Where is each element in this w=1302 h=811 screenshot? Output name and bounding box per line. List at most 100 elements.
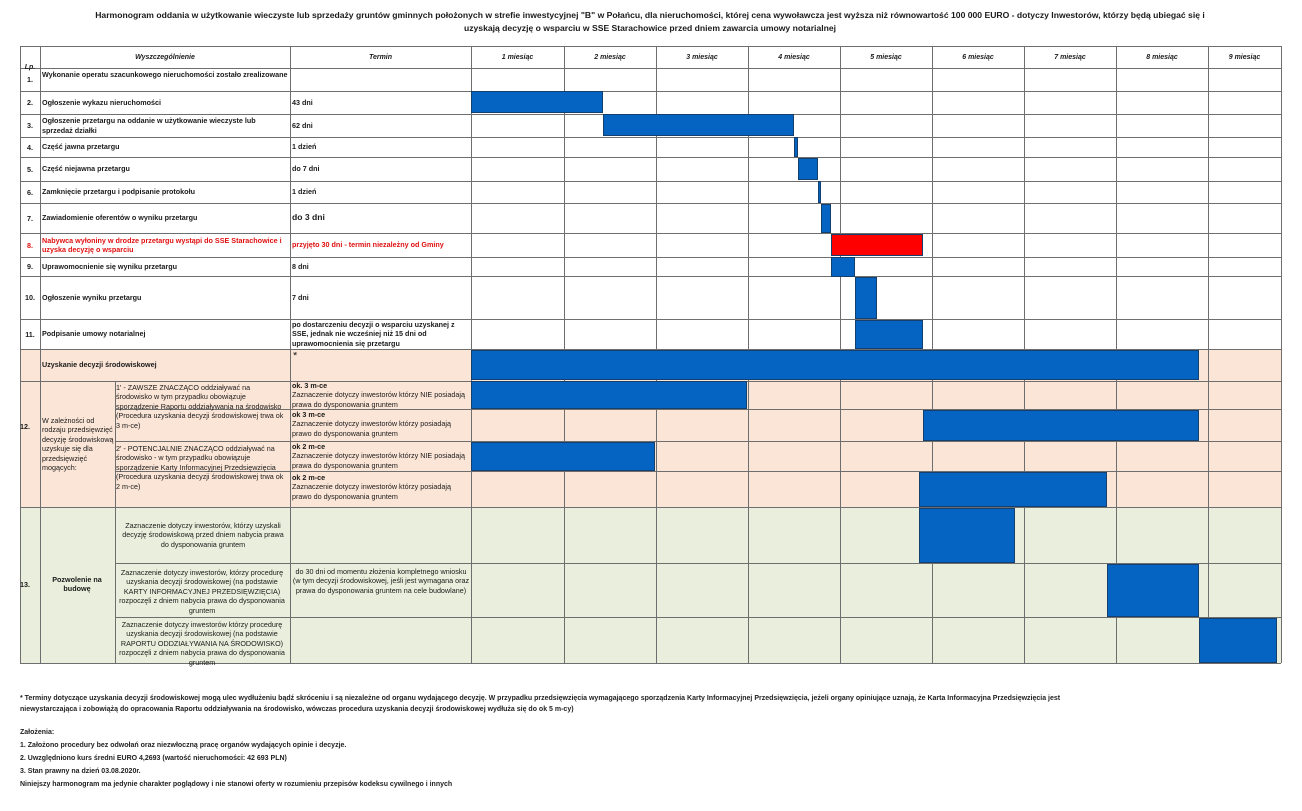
assumption-1: 1. Założono procedury bez odwołań oraz n… bbox=[20, 742, 347, 749]
assumption-2: 2. Uwzględniono kurs średni EURO 4,2693 … bbox=[20, 755, 287, 762]
grid-row-line bbox=[20, 507, 1281, 508]
row12-lp: 12. bbox=[20, 422, 30, 431]
assumptions-title: Założenia: bbox=[20, 729, 55, 736]
row-name: Uprawomocnienie się wyniku przetargu bbox=[42, 261, 177, 271]
grid-row-line bbox=[20, 137, 1281, 138]
row13-term: do 30 dni od momentu złożenia kompletneg… bbox=[292, 567, 470, 595]
row13-title: Pozwolenie na budowę bbox=[52, 575, 102, 594]
row-term: do 7 dni bbox=[292, 164, 320, 174]
grid-row-line bbox=[115, 441, 1281, 442]
month-header-2: 2 miesiąc bbox=[594, 54, 626, 61]
row-lp: 9. bbox=[27, 262, 33, 271]
bar-row-7 bbox=[821, 204, 831, 233]
row-term: 1 dzień bbox=[292, 187, 317, 197]
row-lp: 10. bbox=[25, 293, 35, 302]
grid-col-sub-13 bbox=[115, 507, 116, 663]
grid-col-month bbox=[1281, 46, 1282, 663]
grid-row-line bbox=[20, 663, 1281, 664]
grid-row-line bbox=[115, 471, 1281, 472]
row-name: Podpisanie umowy notarialnej bbox=[42, 329, 146, 339]
grid-row-line bbox=[115, 409, 1281, 410]
row-term: przyjęto 30 dni - termin niezależny od G… bbox=[292, 240, 444, 250]
row12-term-2a: ok 2 m-ce Zaznaczenie dotyczy inwestorów … bbox=[292, 442, 465, 470]
grid-row-line bbox=[20, 181, 1281, 182]
bar-row-12 bbox=[471, 350, 1199, 380]
header-lp: Lp. bbox=[24, 64, 36, 71]
row-lp: 3. bbox=[27, 121, 33, 130]
row12-term-1a: ok. 3 m-ce Zaznaczenie dotyczy inwestorów… bbox=[292, 381, 465, 409]
permit-section-bg bbox=[20, 507, 1281, 663]
month-header-7: 7 miesiąc bbox=[1054, 54, 1086, 61]
bar-row-6 bbox=[818, 181, 821, 203]
grid-header-bottom bbox=[20, 68, 1281, 69]
row13-sub-2: Zaznaczenie dotyczy inwestorów, którzy p… bbox=[119, 568, 285, 615]
bar-row-2 bbox=[471, 91, 603, 113]
month-header-3: 3 miesiąc bbox=[686, 54, 718, 61]
row12-title: Uzyskanie decyzji środowiskowej bbox=[42, 360, 157, 369]
bar-row-12-opt2b bbox=[919, 472, 1107, 507]
grid-row-line bbox=[20, 276, 1281, 277]
header-wyszczegolnienie: Wyszczególnienie bbox=[135, 54, 195, 61]
title-line-1: Harmonogram oddania w użytkowanie wieczy… bbox=[95, 10, 1205, 20]
row12-option-1: 1' - ZAWSZE ZNACZĄCO oddziaływać na środ… bbox=[116, 383, 284, 430]
bar-row-12-opt1a bbox=[471, 381, 747, 409]
month-header-1: 1 miesiąc bbox=[501, 54, 534, 61]
row12-side-text: W zależności od rodzaju przedsięwzięć de… bbox=[42, 416, 114, 473]
row12-option-2: 2' - POTENCJALNIE ZNACZĄCO oddziaływać n… bbox=[116, 444, 284, 491]
grid-row-line bbox=[20, 257, 1281, 258]
row13-sub-3: Zaznaczenie dotyczy inwestorów którzy pr… bbox=[119, 620, 285, 667]
bar-row-13-sub3 bbox=[1199, 618, 1277, 663]
row-lp: 1. bbox=[27, 75, 33, 84]
assumption-3: 3. Stan prawny na dzień 03.08.2020r. bbox=[20, 768, 141, 775]
row-name: Część jawna przetargu bbox=[42, 142, 120, 152]
bar-row-3 bbox=[603, 114, 794, 136]
row-lp: 4. bbox=[27, 142, 33, 152]
page-title: Harmonogram oddania w użytkowanie wieczy… bbox=[20, 9, 1280, 35]
grid-col-lp bbox=[40, 46, 41, 663]
grid-top bbox=[20, 46, 1281, 47]
grid-row-line bbox=[20, 319, 1281, 320]
row-term: 7 dni bbox=[292, 292, 309, 302]
bar-row-12-opt2a bbox=[471, 442, 655, 471]
row-name: Ogłoszenie wyniku przetargu bbox=[42, 292, 142, 302]
month-header-8: 8 miesiąc bbox=[1146, 54, 1178, 61]
grid-row-line bbox=[115, 617, 1281, 618]
row-name: Zawiadomienie oferentów o wyniku przetar… bbox=[42, 213, 198, 223]
row-term: 43 dni bbox=[292, 97, 313, 107]
bar-row-5 bbox=[798, 158, 818, 180]
row-term: 62 dni bbox=[292, 120, 313, 130]
grid-row-line bbox=[20, 203, 1281, 204]
row-name: Wykonanie operatu szacunkowego nieruchom… bbox=[42, 70, 288, 80]
bar-row-11 bbox=[855, 320, 923, 349]
row13-sub-1: Zaznaczenie dotyczy inwestorów, którzy u… bbox=[122, 521, 284, 549]
row12-term-2b: ok 2 m-ce Zaznaczenie dotyczy inwestorów … bbox=[292, 473, 451, 501]
row-name: Część niejawna przetargu bbox=[42, 164, 130, 174]
disclaimer: Niniejszy harmonogram ma jedynie charakt… bbox=[20, 781, 453, 788]
grid-col-name bbox=[290, 46, 291, 663]
bar-row-12-opt1b bbox=[923, 410, 1199, 441]
month-header-5: 5 miesiąc bbox=[870, 54, 902, 61]
grid-row-line bbox=[20, 233, 1281, 234]
row13-lp: 13. bbox=[20, 580, 30, 589]
row-lp: 7. bbox=[27, 213, 33, 223]
row12-term-1b: ok 3 m-ce Zaznaczenie dotyczy inwestorów … bbox=[292, 410, 451, 438]
grid-row-line bbox=[115, 563, 1281, 564]
month-header-4: 4 miesiąc bbox=[778, 54, 810, 61]
grid-row-line bbox=[20, 157, 1281, 158]
row-term: po dostarczeniu decyzji o wsparciu uzysk… bbox=[292, 320, 455, 348]
bar-row-13-sub2 bbox=[1107, 564, 1199, 617]
row-lp: 5. bbox=[27, 164, 33, 174]
row-name: Nabywca wyłoniny w drodze przetargu wyst… bbox=[42, 235, 282, 254]
footnote-1: * Terminy dotyczące uzyskania decyzji śr… bbox=[20, 695, 1061, 702]
bar-row-4 bbox=[794, 137, 798, 157]
grid-row-line bbox=[20, 349, 1281, 350]
grid-col-month bbox=[1208, 46, 1209, 663]
row12-asterisk: * bbox=[293, 352, 298, 362]
row-lp: 11. bbox=[25, 329, 35, 339]
row-name: Ogłoszenie przetargu na oddanie w użytko… bbox=[42, 116, 256, 135]
row-lp: 2. bbox=[27, 98, 33, 107]
month-header-9: 9 miesiąc bbox=[1228, 54, 1261, 61]
grid-col-sub-12 bbox=[115, 381, 116, 507]
bar-row-10 bbox=[855, 277, 877, 319]
